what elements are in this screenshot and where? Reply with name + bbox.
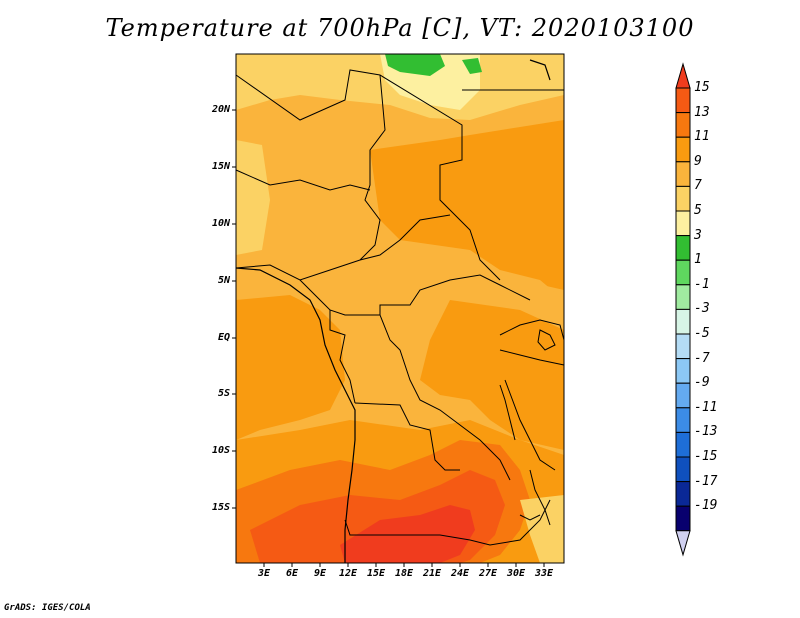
lat-label-10s: 10S — [211, 445, 230, 456]
field-green-north — [385, 54, 445, 76]
colorbar-label: 1 — [694, 252, 702, 268]
colorbar-label: -19 — [694, 498, 718, 514]
colorbar-segment — [675, 112, 691, 138]
lat-label-15n: 15N — [211, 161, 230, 172]
colorbar-label: 5 — [694, 203, 702, 218]
lon-label-27e: 27E — [478, 568, 498, 579]
colorbar-label: -3 — [694, 301, 710, 317]
lon-ticks — [263, 563, 545, 567]
field-lorange-mid — [400, 240, 564, 330]
lon-label-33e: 33E — [534, 568, 554, 579]
colorbar-arrow-bottom — [675, 530, 691, 557]
colorbar-segment — [675, 431, 691, 458]
colorbar-segment — [675, 382, 691, 409]
colorbar-label: -15 — [694, 449, 718, 464]
colorbar-label: -5 — [694, 326, 710, 341]
lon-label-3e: 3E — [257, 568, 271, 579]
colorbar-label: -13 — [694, 424, 718, 440]
lon-label-6e: 6E — [285, 568, 299, 579]
colorbar-label: 3 — [694, 227, 702, 243]
colorbar-segment — [675, 505, 691, 532]
field-orange-ne — [370, 120, 564, 290]
colorbar-segment — [675, 259, 691, 286]
lat-ticks — [232, 109, 236, 509]
lat-label-5s: 5S — [217, 388, 230, 399]
field-yellow-west — [236, 140, 270, 255]
colorbar-label: -1 — [694, 276, 710, 292]
lon-label-12e: 12E — [338, 568, 358, 579]
colorbar-segment — [675, 136, 691, 163]
field-orange-east — [420, 300, 564, 450]
colorbar-label: -7 — [694, 350, 710, 366]
colorbar — [675, 62, 691, 557]
colorbar-label: 13 — [694, 104, 710, 120]
grads-credit: GrADS: IGES/COLA — [4, 603, 91, 613]
field-red-core — [340, 505, 475, 563]
colorbar-label: 11 — [694, 129, 710, 145]
colorbar-segment — [675, 358, 691, 384]
lat-label-eq: EQ — [217, 332, 230, 343]
lon-label-30e: 30E — [506, 568, 526, 579]
lon-label-24e: 24E — [450, 568, 470, 579]
colorbar-segment — [675, 333, 691, 360]
colorbar-segment — [675, 456, 691, 483]
temperature-field — [236, 54, 564, 563]
lon-label-9e: 9E — [313, 568, 327, 579]
map-frame — [235, 53, 565, 564]
colorbar-segment — [675, 481, 691, 507]
lat-label-15s: 15S — [211, 502, 230, 513]
lon-label-15e: 15E — [366, 568, 386, 579]
field-orange-west — [236, 295, 345, 440]
colorbar-segment — [675, 407, 691, 433]
lon-label-21e: 21E — [422, 568, 442, 579]
field-yellow-se — [520, 495, 564, 563]
colorbar-segment — [675, 210, 691, 237]
lat-label-10n: 10N — [211, 218, 230, 229]
coastlines — [235, 59, 551, 563]
colorbar-label: 9 — [694, 153, 702, 169]
colorbar-label: -9 — [694, 375, 710, 391]
field-green-patch — [462, 58, 482, 74]
colorbar-segment — [675, 235, 691, 261]
colorbar-segment — [675, 308, 691, 335]
colorbar-label: -11 — [694, 399, 718, 415]
colorbar-segment — [675, 284, 691, 310]
lakes — [499, 329, 556, 526]
colorbar-segment — [675, 185, 691, 212]
lat-label-20n: 20N — [211, 104, 230, 115]
lon-label-18e: 18E — [394, 568, 414, 579]
country-borders — [235, 69, 565, 546]
colorbar-label: 15 — [694, 80, 710, 95]
colorbar-segment — [675, 87, 691, 114]
chart-title: Temperature at 700hPa [C], VT: 202010310… — [105, 14, 695, 42]
colorbar-label: 7 — [694, 178, 702, 194]
lat-label-5n: 5N — [217, 275, 230, 286]
colorbar-segment — [675, 161, 691, 187]
colorbar-arrow-top — [675, 62, 691, 89]
colorbar-label: -17 — [694, 473, 718, 489]
